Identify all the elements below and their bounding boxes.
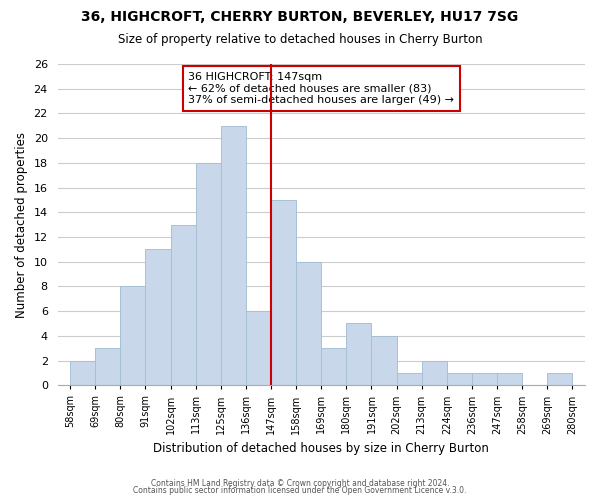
Text: Size of property relative to detached houses in Cherry Burton: Size of property relative to detached ho… <box>118 32 482 46</box>
Text: 36 HIGHCROFT: 147sqm
← 62% of detached houses are smaller (83)
37% of semi-detac: 36 HIGHCROFT: 147sqm ← 62% of detached h… <box>188 72 454 105</box>
Bar <box>246 311 271 386</box>
Bar <box>472 373 497 386</box>
Bar <box>296 262 321 386</box>
Bar <box>447 373 472 386</box>
Bar <box>346 324 371 386</box>
Bar <box>70 360 95 386</box>
Y-axis label: Number of detached properties: Number of detached properties <box>15 132 28 318</box>
Bar <box>95 348 121 386</box>
Bar <box>422 360 447 386</box>
Bar <box>547 373 572 386</box>
Bar <box>170 224 196 386</box>
Bar <box>371 336 397 386</box>
Text: Contains public sector information licensed under the Open Government Licence v.: Contains public sector information licen… <box>133 486 467 495</box>
Text: 36, HIGHCROFT, CHERRY BURTON, BEVERLEY, HU17 7SG: 36, HIGHCROFT, CHERRY BURTON, BEVERLEY, … <box>82 10 518 24</box>
Bar <box>196 163 221 386</box>
Bar <box>121 286 145 386</box>
X-axis label: Distribution of detached houses by size in Cherry Burton: Distribution of detached houses by size … <box>154 442 489 455</box>
Bar <box>497 373 522 386</box>
Bar <box>321 348 346 386</box>
Bar <box>397 373 422 386</box>
Bar <box>145 250 170 386</box>
Bar <box>271 200 296 386</box>
Bar <box>221 126 246 386</box>
Text: Contains HM Land Registry data © Crown copyright and database right 2024.: Contains HM Land Registry data © Crown c… <box>151 478 449 488</box>
